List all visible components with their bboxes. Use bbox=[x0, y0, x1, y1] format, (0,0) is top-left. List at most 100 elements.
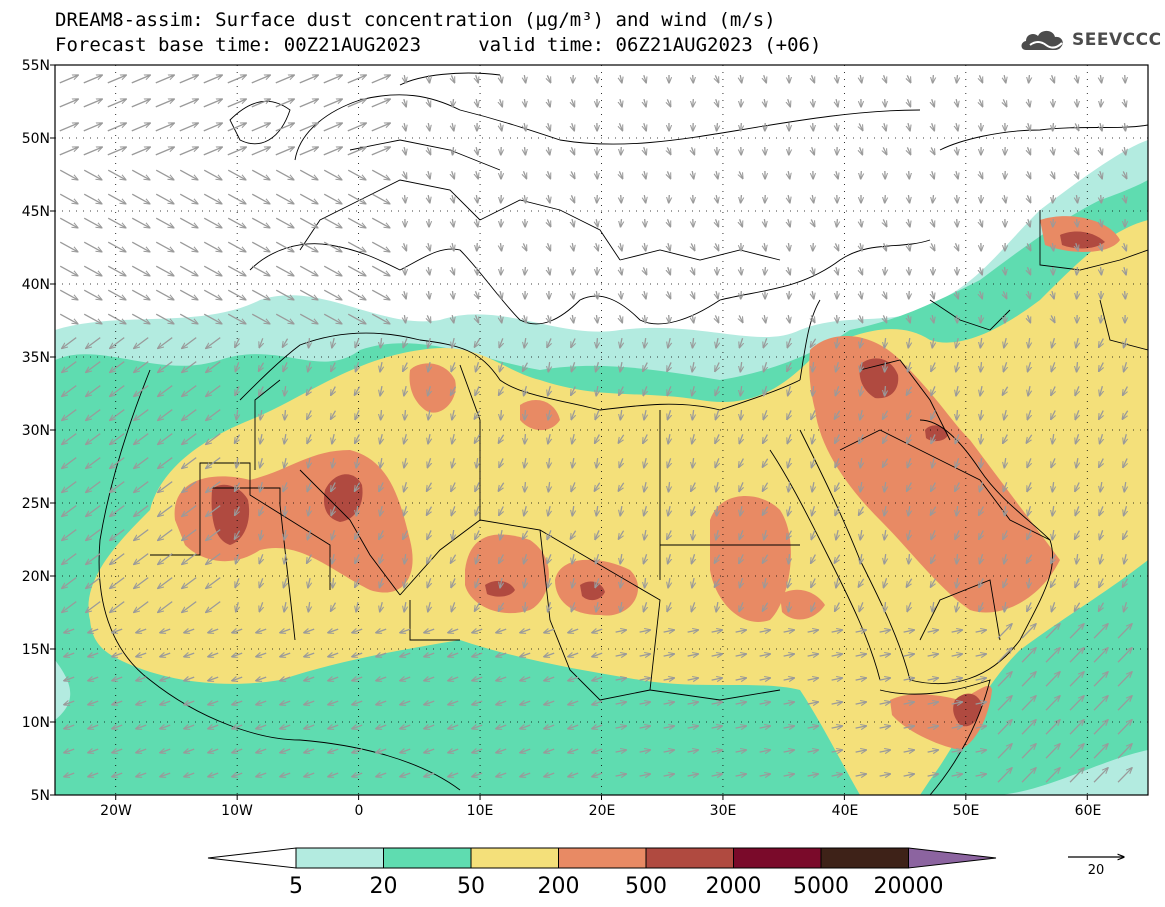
wind-arrow bbox=[644, 170, 646, 179]
wind-arrow bbox=[669, 314, 670, 323]
wind-arrow bbox=[522, 530, 529, 540]
lat-label: 45N bbox=[22, 204, 50, 220]
wind-arrow bbox=[323, 313, 342, 324]
wind-arrow bbox=[1052, 529, 1053, 540]
wind-arrow bbox=[405, 194, 406, 203]
wind-arrow bbox=[810, 338, 817, 348]
wind-arrow bbox=[692, 361, 694, 372]
colorbar-box-2000 bbox=[733, 847, 822, 869]
wind-arrow bbox=[451, 75, 454, 82]
wind-arrow bbox=[548, 505, 550, 516]
colorbar-box-50 bbox=[470, 847, 559, 869]
wind-arrow bbox=[379, 482, 383, 491]
wind-arrow bbox=[715, 458, 719, 467]
lat-label: 55N bbox=[22, 58, 50, 74]
wind-arrow bbox=[885, 361, 886, 372]
wind-arrow bbox=[835, 386, 838, 395]
wind-arrow bbox=[284, 457, 286, 468]
wind-arrow bbox=[932, 457, 934, 468]
wind-arrow bbox=[1028, 122, 1030, 131]
wind-arrow bbox=[764, 386, 767, 396]
wind-arrow bbox=[59, 75, 78, 84]
wind-arrow bbox=[764, 218, 765, 227]
wind-arrow bbox=[275, 241, 294, 252]
wind-arrow bbox=[260, 409, 261, 420]
wind-arrow bbox=[644, 74, 646, 83]
wind-arrow bbox=[932, 314, 934, 323]
seevccc-logo: SEEVCCC bbox=[1018, 26, 1162, 54]
wind-arrow bbox=[812, 433, 814, 444]
wind-arrow bbox=[1003, 578, 1007, 587]
wind-arrow bbox=[206, 385, 221, 397]
wind-arrow bbox=[259, 602, 262, 611]
wind-arrow bbox=[59, 147, 78, 156]
wind-arrow bbox=[62, 553, 77, 565]
wind-arrow bbox=[428, 99, 431, 106]
wind-arrow bbox=[131, 147, 150, 156]
wind-arrow bbox=[1069, 624, 1084, 639]
wind-arrow bbox=[59, 217, 78, 228]
wind-arrow bbox=[620, 505, 622, 516]
wind-arrow bbox=[110, 385, 125, 397]
wind-arrow bbox=[1124, 146, 1125, 155]
wind-arrow bbox=[1075, 506, 1079, 515]
wind-arrow bbox=[596, 218, 598, 227]
wind-arrow bbox=[740, 219, 743, 227]
wind-arrow bbox=[1004, 505, 1005, 516]
wind-arrow bbox=[299, 289, 318, 300]
wind-arrow bbox=[59, 193, 78, 204]
wind-arrow bbox=[544, 629, 555, 633]
wind-arrow bbox=[158, 577, 173, 589]
wind-arrow bbox=[643, 386, 647, 395]
lat-label: 25N bbox=[22, 496, 50, 512]
wind-arrow bbox=[356, 601, 358, 612]
wind-arrow bbox=[323, 265, 342, 276]
wind-arrow bbox=[906, 386, 913, 395]
wind-arrow bbox=[548, 98, 550, 107]
wind-arrow bbox=[1002, 386, 1009, 396]
wind-arrow bbox=[451, 578, 455, 587]
wind-arrow bbox=[1003, 291, 1006, 298]
wind-arrow bbox=[836, 74, 837, 83]
wind-arrow bbox=[1004, 553, 1006, 564]
wind-arrow bbox=[427, 482, 433, 492]
wind-arrow bbox=[452, 290, 453, 299]
wind-arrow bbox=[499, 506, 503, 516]
wind-arrow bbox=[182, 529, 197, 541]
wind-arrow bbox=[669, 194, 670, 203]
wind-arrow bbox=[1026, 434, 1033, 443]
wind-arrow bbox=[525, 146, 526, 155]
wind-arrow bbox=[572, 433, 574, 444]
wind-arrow bbox=[979, 171, 982, 178]
wind-arrow bbox=[1075, 147, 1078, 154]
wind-arrow bbox=[332, 553, 334, 564]
wind-arrow bbox=[741, 266, 742, 275]
wind-arrow bbox=[428, 74, 429, 83]
wind-arrow bbox=[980, 337, 981, 348]
wind-arrow bbox=[323, 169, 342, 180]
wind-arrow bbox=[668, 505, 670, 516]
wind-arrow bbox=[428, 361, 430, 372]
wind-arrow bbox=[331, 410, 337, 420]
wind-arrow bbox=[182, 385, 197, 397]
wind-arrow bbox=[597, 337, 598, 348]
wind-arrow bbox=[134, 457, 149, 469]
wind-arrow bbox=[547, 75, 550, 82]
wind-arrow bbox=[134, 529, 149, 541]
wind-arrow bbox=[667, 291, 670, 298]
wind-arrow bbox=[568, 629, 579, 633]
wind-arrow bbox=[284, 553, 286, 564]
wind-arrow bbox=[1003, 482, 1006, 491]
wind-arrow bbox=[523, 171, 526, 178]
wind-arrow bbox=[571, 195, 574, 202]
wind-arrow bbox=[476, 194, 477, 203]
wind-arrow bbox=[1100, 434, 1103, 444]
wind-arrow bbox=[476, 554, 479, 564]
wind-arrow bbox=[283, 482, 287, 491]
wind-arrow bbox=[1004, 74, 1006, 83]
wind-arrow bbox=[131, 241, 150, 252]
wind-arrow bbox=[110, 505, 125, 517]
wind-arrow bbox=[275, 169, 294, 180]
wind-arrow bbox=[908, 505, 910, 516]
wind-arrow bbox=[571, 338, 575, 347]
